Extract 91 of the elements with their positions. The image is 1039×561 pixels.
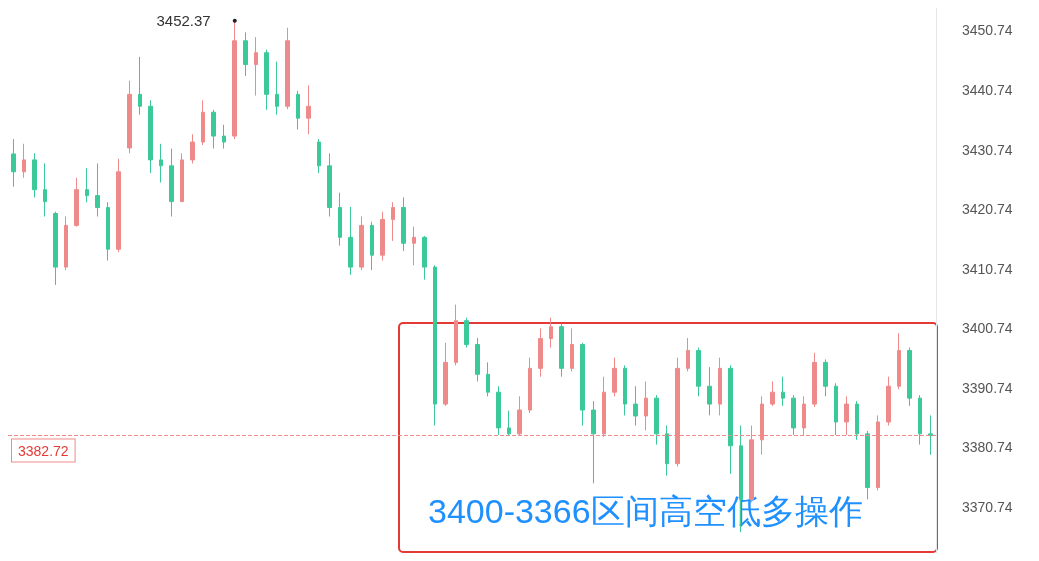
candlestick [812, 352, 817, 408]
candlestick [718, 357, 722, 416]
y-tick-label: 3390.74 [962, 379, 1013, 396]
candlestick [106, 201, 110, 262]
candlestick [443, 342, 448, 407]
candlestick [528, 357, 532, 414]
candlestick [686, 337, 690, 372]
candlestick [232, 20, 237, 140]
candlestick [64, 215, 68, 271]
y-tick-label: 3450.74 [962, 22, 1013, 39]
candlestick [11, 138, 16, 188]
candlestick [928, 414, 933, 456]
candlestick [32, 152, 37, 198]
candlestick [654, 394, 659, 446]
candlestick [897, 332, 901, 390]
candlestick [380, 211, 385, 262]
candlestick [359, 215, 364, 271]
candlestick [201, 99, 205, 146]
candlestick [433, 264, 437, 427]
candlestick [696, 347, 701, 397]
y-tick-label: 3420.74 [962, 201, 1013, 218]
candlestick [74, 177, 79, 228]
candlestick [707, 366, 712, 416]
candlestick [306, 84, 311, 135]
candlestick [538, 327, 543, 378]
candlestick [496, 385, 501, 436]
candlestick [169, 148, 174, 217]
candlestick [623, 364, 627, 416]
candlestick [422, 235, 427, 281]
candlestick [243, 31, 248, 77]
candlestick [855, 400, 859, 441]
y-tick-label: 3410.74 [962, 260, 1013, 277]
candlestick [159, 143, 163, 184]
annotation: 3452.37 [156, 12, 211, 30]
y-tick-label: 3370.74 [962, 498, 1013, 515]
candlestick [53, 211, 58, 286]
candlestick [454, 304, 458, 366]
candlestick [834, 382, 838, 436]
candlestick [412, 226, 416, 266]
candlestick [770, 380, 775, 407]
candlestick [180, 152, 184, 203]
candlestick [823, 358, 828, 397]
candlestick [781, 376, 785, 407]
candlestick [190, 133, 195, 164]
candlestick [370, 221, 374, 271]
candlestick [275, 61, 279, 116]
candlestick [591, 400, 596, 484]
candlestick [580, 342, 585, 427]
candlestick [116, 158, 121, 253]
candlestick [338, 192, 342, 247]
candlestick [348, 206, 353, 276]
candlestick [728, 364, 733, 475]
candlestick [475, 337, 480, 382]
candlestick [886, 376, 891, 427]
candlestick [865, 430, 870, 500]
candlestick [327, 152, 332, 217]
candlestick [486, 361, 490, 397]
candlestick [907, 347, 912, 407]
candlestick [612, 357, 617, 397]
candlestick [665, 425, 669, 477]
candlestick [127, 80, 132, 154]
candlestick [317, 138, 321, 174]
candlestick [918, 394, 922, 446]
candlestick [549, 317, 553, 349]
candlestick [211, 109, 216, 150]
candlestick [559, 323, 564, 378]
candlestick [844, 395, 849, 436]
candlestick [285, 27, 290, 110]
candlestick [791, 394, 796, 436]
candlestick [570, 327, 574, 372]
candlestick [507, 410, 511, 436]
candlestick [254, 36, 258, 97]
candlestick [22, 143, 26, 179]
candlestick [633, 385, 638, 427]
ref-line-label: 3382.72 [18, 442, 69, 459]
y-tick-label: 3400.74 [962, 320, 1013, 337]
candlestick [85, 167, 89, 203]
y-tick-label: 3440.74 [962, 81, 1013, 98]
candlestick [464, 317, 469, 349]
candlestick [43, 162, 47, 217]
candlestick [264, 49, 269, 111]
candlestick [401, 196, 406, 252]
y-tick-label: 3380.74 [962, 439, 1013, 456]
candlestick [95, 162, 100, 217]
y-tick-label: 3430.74 [962, 141, 1013, 158]
candlestick [296, 90, 300, 131]
candlestick [148, 99, 153, 174]
candlestick [644, 380, 648, 431]
candlestick [391, 201, 395, 242]
candlestick [222, 124, 226, 150]
candlestick [138, 56, 142, 116]
